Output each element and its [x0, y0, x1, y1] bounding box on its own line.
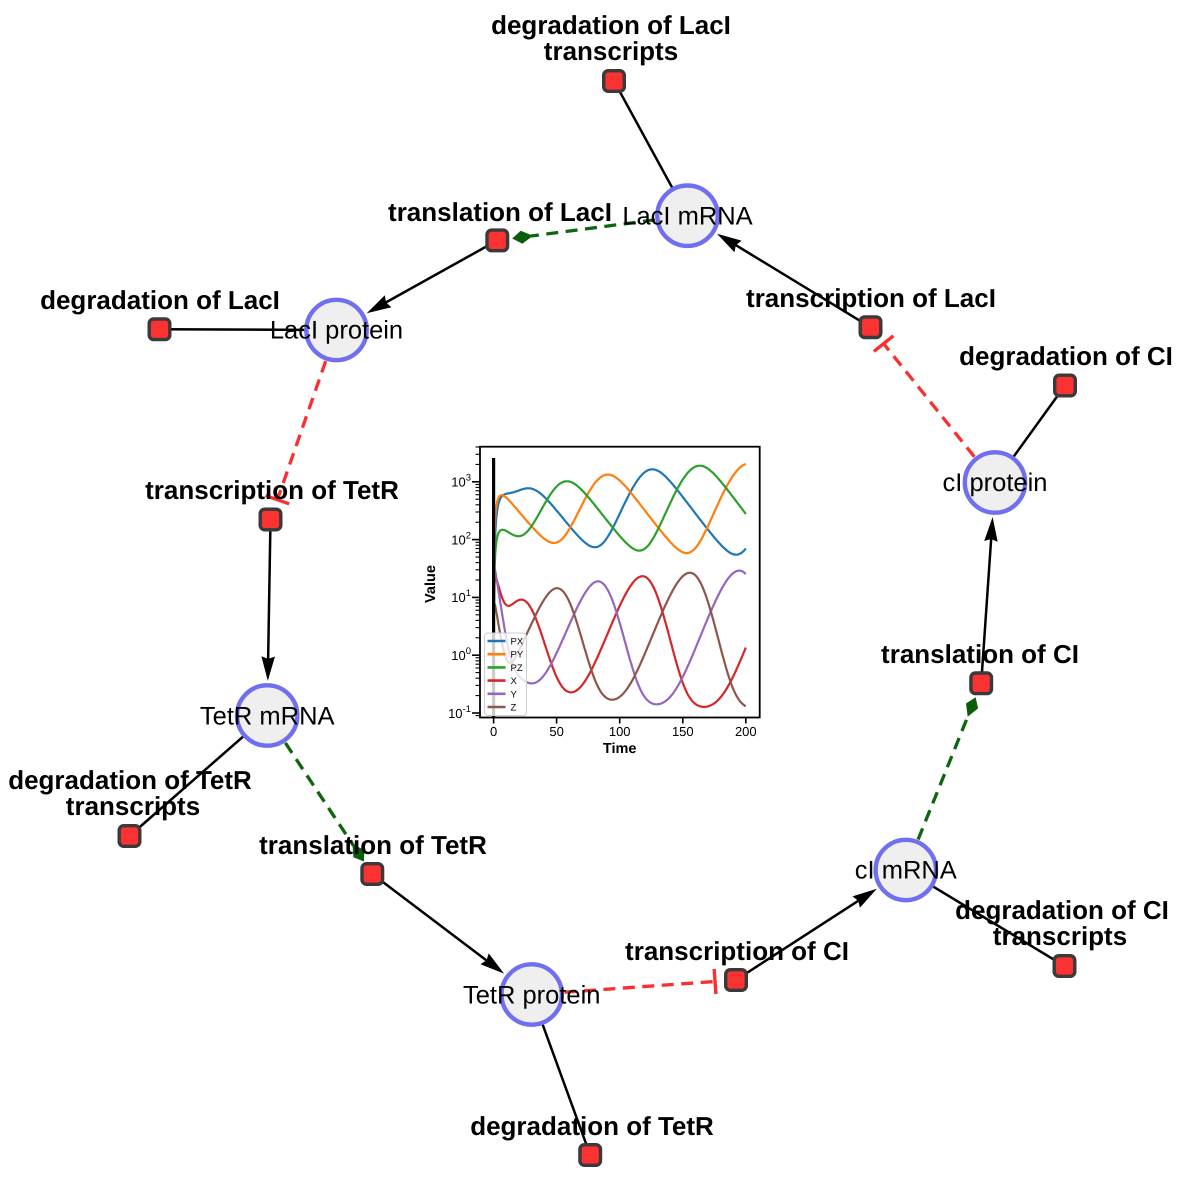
svg-text:LacI mRNA: LacI mRNA — [622, 203, 752, 231]
svg-text:translation of LacI: translation of LacI — [388, 197, 612, 227]
svg-text:degradation of LacI: degradation of LacI — [491, 10, 731, 40]
svg-text:transcription of LacI: transcription of LacI — [746, 283, 996, 313]
svg-text:transcription of CI: transcription of CI — [625, 936, 849, 966]
svg-text:transcripts: transcripts — [993, 921, 1127, 951]
svg-text:transcripts: transcripts — [66, 791, 200, 821]
svg-text:TetR protein: TetR protein — [463, 982, 601, 1010]
svg-text:PY: PY — [511, 650, 524, 661]
svg-text:101: 101 — [451, 588, 471, 605]
svg-text:degradation of CI: degradation of CI — [955, 895, 1169, 925]
svg-text:TetR mRNA: TetR mRNA — [200, 703, 335, 731]
svg-text:102: 102 — [451, 530, 471, 547]
svg-text:150: 150 — [672, 724, 694, 739]
svg-text:Time: Time — [603, 741, 637, 757]
svg-text:0: 0 — [490, 724, 497, 739]
svg-text:degradation of TetR: degradation of TetR — [8, 765, 252, 795]
svg-text:X: X — [511, 676, 518, 687]
svg-text:PX: PX — [511, 637, 524, 648]
svg-text:translation of CI: translation of CI — [881, 639, 1079, 669]
svg-text:Value: Value — [423, 565, 439, 603]
svg-text:degradation of CI: degradation of CI — [959, 341, 1173, 371]
svg-text:cI protein: cI protein — [943, 469, 1048, 497]
svg-text:transcription of TetR: transcription of TetR — [145, 475, 399, 505]
svg-text:degradation of TetR: degradation of TetR — [470, 1111, 714, 1141]
svg-text:degradation of LacI: degradation of LacI — [40, 285, 280, 315]
svg-text:PZ: PZ — [511, 663, 523, 674]
svg-text:10-1: 10-1 — [448, 704, 471, 721]
svg-text:50: 50 — [549, 724, 563, 739]
svg-text:translation of TetR: translation of TetR — [259, 830, 487, 860]
svg-text:LacI protein: LacI protein — [270, 317, 403, 345]
svg-text:200: 200 — [735, 724, 757, 739]
svg-text:100: 100 — [451, 646, 471, 663]
svg-text:103: 103 — [451, 473, 471, 490]
svg-text:Z: Z — [511, 703, 517, 714]
svg-text:100: 100 — [609, 724, 631, 739]
svg-text:transcripts: transcripts — [544, 36, 678, 66]
svg-text:Y: Y — [511, 689, 518, 700]
svg-text:cI mRNA: cI mRNA — [855, 857, 957, 885]
